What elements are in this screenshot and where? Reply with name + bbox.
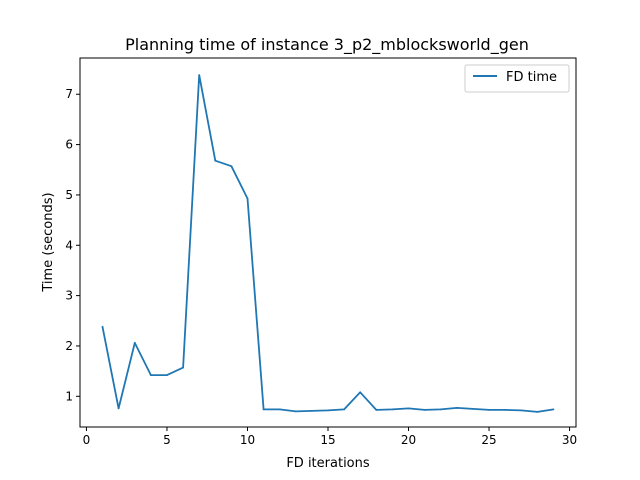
data-point (520, 409, 523, 412)
data-point (117, 407, 120, 410)
data-point (327, 409, 329, 412)
y-tick-label: 4 (65, 238, 73, 252)
plot-area (101, 74, 555, 413)
chart-title: Planning time of instance 3_p2_mblockswo… (125, 35, 529, 55)
y-axis-label: Time (seconds) (41, 192, 56, 292)
x-tick-label: 20 (401, 433, 416, 447)
x-tick-label: 15 (320, 433, 335, 447)
data-point (439, 408, 442, 411)
data-point (198, 74, 201, 77)
series-line-fd-time (101, 74, 554, 413)
data-point (294, 410, 297, 413)
data-point (423, 408, 426, 411)
data-point (230, 165, 233, 168)
data-point (472, 407, 474, 410)
data-point (214, 159, 217, 162)
legend-box (464, 64, 570, 93)
data-point (536, 410, 539, 413)
x-tick-label: 10 (240, 433, 255, 447)
x-tick-label: 30 (562, 433, 577, 447)
data-point (310, 409, 313, 412)
legend: FD time (464, 64, 570, 93)
data-point (278, 408, 281, 411)
axes-frame (79, 57, 577, 428)
data-point (246, 197, 249, 200)
x-axis-ticks: 0 5 10 15 20 25 30 (83, 427, 577, 447)
data-point (149, 374, 152, 377)
data-point (504, 408, 507, 411)
data-point (182, 366, 184, 369)
data-point (262, 408, 265, 411)
legend-label: FD time (506, 70, 557, 85)
data-point (343, 408, 346, 411)
data-point (488, 408, 490, 411)
x-tick-label: 5 (163, 433, 171, 447)
y-tick-label: 3 (65, 289, 73, 303)
data-point (166, 374, 168, 377)
data-point (391, 408, 394, 411)
data-point (359, 391, 362, 394)
data-point (455, 406, 458, 409)
x-tick-label: 25 (481, 433, 496, 447)
y-axis-ticks: 1 2 3 4 5 6 7 (65, 87, 80, 403)
data-point (101, 325, 104, 328)
y-tick-label: 6 (65, 138, 73, 152)
data-point (375, 408, 378, 411)
data-point (133, 342, 136, 344)
data-point (552, 408, 555, 411)
x-axis-label: FD iterations (286, 456, 370, 471)
y-tick-label: 7 (65, 87, 73, 101)
y-tick-label: 2 (65, 339, 73, 353)
data-point (407, 407, 410, 410)
x-tick-label: 0 (83, 433, 91, 447)
y-tick-label: 1 (65, 389, 73, 403)
y-tick-label: 5 (65, 188, 73, 202)
